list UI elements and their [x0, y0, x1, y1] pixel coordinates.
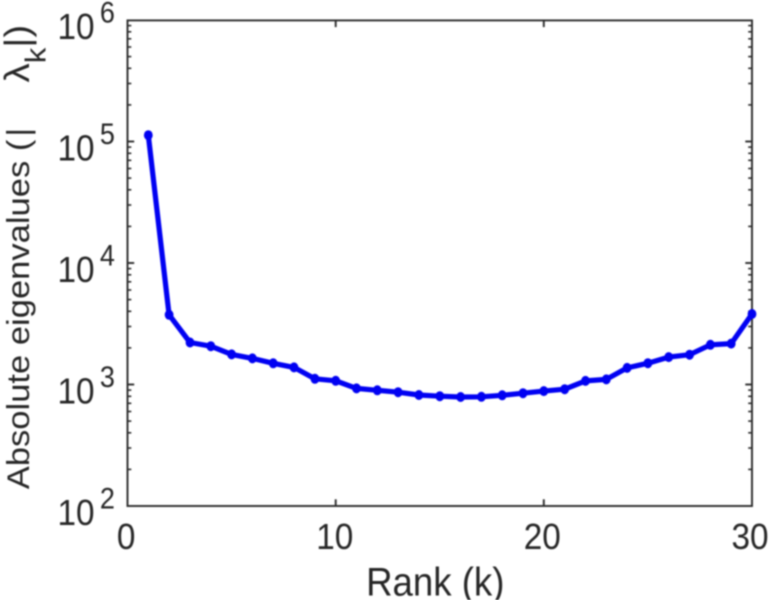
svg-text:4: 4 — [100, 238, 115, 271]
svg-text:10: 10 — [57, 7, 94, 48]
svg-text:10: 10 — [316, 517, 353, 558]
svg-text:10: 10 — [57, 371, 94, 412]
svg-text:20: 20 — [524, 517, 561, 558]
svg-text:5: 5 — [100, 117, 115, 150]
svg-text:10: 10 — [57, 493, 94, 534]
svg-text:3: 3 — [100, 360, 115, 393]
svg-text:2: 2 — [100, 481, 115, 514]
svg-text:10: 10 — [57, 250, 94, 291]
svg-text:Rank (k): Rank (k) — [366, 560, 504, 600]
svg-text:30: 30 — [732, 517, 769, 558]
svg-text:10: 10 — [57, 128, 94, 169]
svg-text:6: 6 — [100, 0, 115, 29]
svg-text:0: 0 — [117, 517, 136, 558]
